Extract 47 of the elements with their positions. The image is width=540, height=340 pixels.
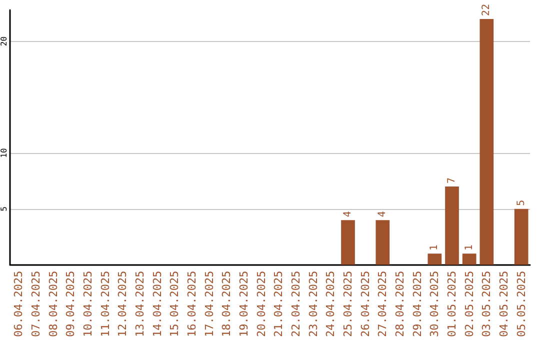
x-tick-label: 26.04.2025 — [358, 270, 372, 338]
x-tick-label: 02.05.2025 — [462, 270, 476, 338]
x-tick-label: 12.04.2025 — [116, 270, 130, 338]
data-label: 22 — [481, 4, 492, 16]
bar — [341, 220, 355, 265]
x-tick-label: 13.04.2025 — [134, 270, 146, 338]
data-label: 1 — [429, 244, 440, 251]
x-tick-label: 17.04.2025 — [202, 270, 216, 338]
x-tick-label: 05.05.2025 — [514, 270, 528, 338]
x-tick-label: 14.04.2025 — [150, 270, 164, 338]
bar — [445, 186, 459, 265]
x-tick-label: 30.04.2025 — [428, 270, 442, 338]
x-tick-label: 03.05.2025 — [480, 270, 494, 338]
x-tick-label: 04.05.2025 — [498, 270, 510, 338]
x-tick-label: 16.04.2025 — [186, 270, 198, 338]
y-tick-label: 10 — [0, 148, 8, 158]
bar — [514, 208, 528, 265]
x-tick-label: 25.04.2025 — [342, 270, 354, 338]
data-label: 4 — [377, 211, 388, 218]
bar — [462, 254, 476, 265]
x-tick-label: 24.04.2025 — [324, 270, 338, 338]
x-tick-label: 15.04.2025 — [168, 270, 182, 338]
data-label: 1 — [464, 244, 475, 251]
x-tick-label: 18.04.2025 — [220, 270, 234, 338]
bar — [480, 18, 494, 265]
data-label: 7 — [446, 178, 458, 184]
x-tick-label: 06.04.2025 — [12, 270, 26, 338]
bar — [376, 220, 390, 265]
x-tick-label: 09.04.2025 — [64, 270, 78, 338]
y-tick-label: 5 — [0, 206, 8, 212]
x-tick-label: 07.04.2025 — [30, 270, 42, 338]
bar — [428, 254, 442, 265]
x-tick-label: 27.04.2025 — [376, 270, 390, 338]
x-tick-label: 19.04.2025 — [238, 270, 250, 338]
x-tick-label: 21.04.2025 — [272, 270, 286, 338]
x-tick-label: 08.04.2025 — [46, 270, 60, 338]
data-label: 4 — [342, 211, 354, 218]
x-tick-label: 11.04.2025 — [98, 270, 112, 338]
x-tick-label: 10.04.2025 — [82, 270, 94, 338]
data-label: 5 — [516, 200, 527, 206]
x-tick-label: 20.04.2025 — [254, 270, 268, 338]
x-tick-label: 01.05.2025 — [446, 270, 458, 338]
y-tick-label: 20 — [0, 36, 8, 46]
x-tick-label: 29.04.2025 — [410, 270, 424, 338]
x-tick-label: 23.04.2025 — [306, 270, 320, 338]
x-tick-label: 22.04.2025 — [290, 270, 302, 338]
x-tick-label: 28.04.2025 — [394, 270, 406, 338]
